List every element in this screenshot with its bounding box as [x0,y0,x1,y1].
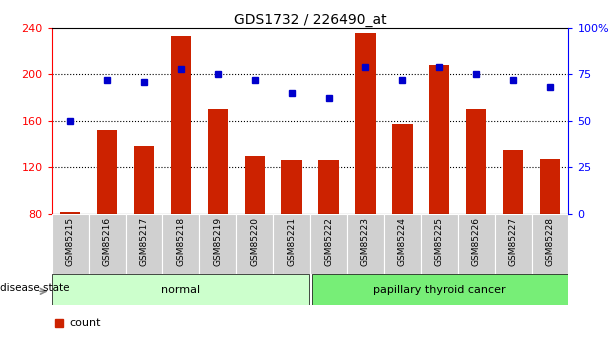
Bar [495,214,531,274]
Text: GSM85217: GSM85217 [139,217,148,266]
Text: GSM85222: GSM85222 [324,217,333,266]
Bar [310,214,347,274]
Text: papillary thyroid cancer: papillary thyroid cancer [373,285,506,295]
Title: GDS1732 / 226490_at: GDS1732 / 226490_at [233,12,387,27]
Bar [97,130,117,214]
Bar [134,146,154,214]
Text: GSM85218: GSM85218 [176,217,185,266]
Text: GSM85225: GSM85225 [435,217,444,266]
Bar [312,274,568,305]
Text: GSM85216: GSM85216 [103,217,111,266]
Bar [319,160,339,214]
Text: GSM85226: GSM85226 [472,217,481,266]
Bar [52,274,308,305]
Text: count: count [70,318,102,328]
Bar [466,109,486,214]
Bar [282,160,302,214]
Text: GSM85220: GSM85220 [250,217,259,266]
Bar [208,109,228,214]
Bar [273,214,310,274]
Text: GSM85223: GSM85223 [361,217,370,266]
Bar [162,214,199,274]
Text: normal: normal [161,285,201,295]
Bar [244,156,265,214]
Bar [347,214,384,274]
Bar [199,214,237,274]
Text: GSM85227: GSM85227 [509,217,517,266]
Bar [355,33,376,214]
Bar [392,124,412,214]
Bar [458,214,495,274]
Bar [421,214,458,274]
Bar [384,214,421,274]
Bar [540,159,560,214]
Bar [60,211,80,214]
Bar [429,65,449,214]
Bar [503,150,523,214]
Bar [125,214,162,274]
Bar [531,214,568,274]
Text: GSM85228: GSM85228 [545,217,554,266]
Bar [89,214,125,274]
Text: disease state: disease state [0,283,69,293]
Text: GSM85224: GSM85224 [398,217,407,266]
Text: GSM85215: GSM85215 [66,217,75,266]
Bar [171,36,191,214]
Text: GSM85221: GSM85221 [287,217,296,266]
Bar [52,214,89,274]
Bar [237,214,273,274]
Text: GSM85219: GSM85219 [213,217,223,266]
